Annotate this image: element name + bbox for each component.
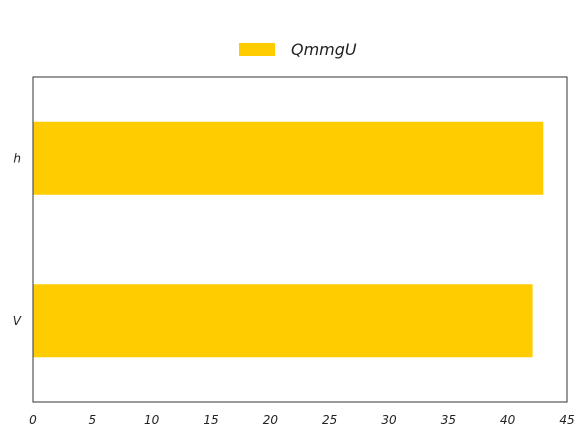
bar-h bbox=[33, 121, 544, 195]
x-tick-label-10: 10 bbox=[144, 413, 160, 427]
bars-group bbox=[33, 121, 544, 358]
x-tick-label-25: 25 bbox=[322, 413, 337, 427]
x-tick-label-0: 0 bbox=[29, 413, 37, 427]
legend-label-qmmgu: QmmgU bbox=[291, 40, 357, 59]
y-tick-label-h: h bbox=[13, 151, 21, 165]
x-tick-label-35: 35 bbox=[441, 413, 456, 427]
chart-legend: QmmgU bbox=[239, 40, 357, 59]
x-tick-label-20: 20 bbox=[263, 413, 279, 427]
legend-swatch-qmmgu bbox=[239, 43, 275, 56]
x-tick-label-15: 15 bbox=[203, 413, 218, 427]
x-tick-label-30: 30 bbox=[381, 413, 397, 427]
x-axis-ticks: 0 5 10 15 20 25 30 35 40 45 bbox=[29, 413, 574, 427]
y-axis-ticks: hV bbox=[13, 151, 22, 328]
bar-V bbox=[33, 284, 533, 358]
y-tick-label-V: V bbox=[13, 314, 22, 328]
x-tick-label-45: 45 bbox=[559, 413, 574, 427]
x-tick-label-5: 5 bbox=[89, 413, 97, 427]
plot-area-frame bbox=[32, 76, 568, 403]
x-tick-label-40: 40 bbox=[500, 413, 516, 427]
